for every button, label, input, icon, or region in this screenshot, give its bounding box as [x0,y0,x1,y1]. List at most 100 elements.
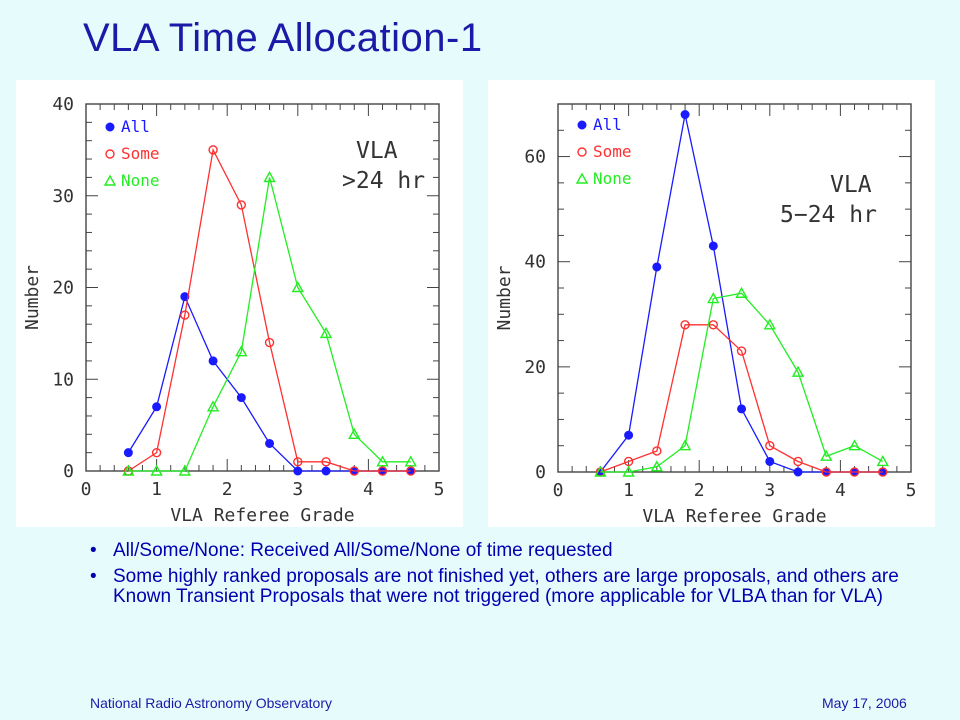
data-point-none [150,464,163,476]
data-point-none [263,170,276,183]
y-tick-label: 60 [524,147,546,168]
chart-annotation: VLA [356,138,398,164]
legend-label: Some [593,142,632,161]
legend-label: Some [121,144,160,163]
data-point-some [849,467,860,477]
chart-over-24hr: 0 1 2 3 4 5 0 10 20 30 40 VLA Referee Grade Number VL… [22,94,445,526]
data-point-all [624,430,634,440]
data-point-all [680,110,690,120]
data-point-all [123,448,133,458]
y-tick-label: 0 [63,461,74,482]
data-point-none [876,455,889,467]
data-point-none [319,326,333,339]
y-tick-label: 30 [52,186,74,207]
data-point-none [594,465,607,477]
data-point-all [765,456,775,466]
data-point-all [236,393,246,403]
data-point-none [404,455,417,467]
x-tick-label: 1 [623,480,634,501]
x-tick-label: 3 [764,480,775,501]
footer-date: May 17, 2006 [822,695,907,711]
bullet-dot: • [90,540,97,561]
x-tick-label: 2 [222,479,233,500]
y-tick-label: 20 [52,278,74,299]
data-point-some [208,145,218,155]
x-tick-label: 1 [151,479,162,500]
chart-panel-over-24hr: 0 1 2 3 4 5 0 10 20 30 40 VLA Referee Grade Number VL… [16,80,463,527]
y-tick-label: 20 [524,357,546,378]
data-point-none [235,345,248,357]
legend-label: All [593,115,622,134]
data-point-some [151,447,162,458]
bullet-text: Some highly ranked proposals are not fin… [113,566,899,607]
data-point-none [820,449,833,461]
y-axis-label: Number [22,265,43,330]
legend-label: All [121,117,150,136]
data-point-none [650,460,664,472]
x-tick-label: 0 [553,480,564,501]
chart-panel-5-24hr: 0 1 2 3 4 5 0 20 40 60 VLA Referee Grade Number VLA 5… [488,80,935,527]
y-axis-label: Number [494,265,515,330]
data-point-some [236,200,247,210]
data-point-some [878,467,888,477]
series-line-none [128,177,411,472]
data-point-all [208,356,218,366]
data-point-some [349,466,359,476]
data-point-some [680,320,690,330]
x-tick-label: 4 [363,479,374,500]
data-point-some [293,457,303,467]
data-point-all [293,466,303,476]
data-point-all [321,466,331,476]
data-point-some [377,466,388,476]
data-point-none [622,465,635,477]
data-point-none [791,365,805,377]
slide-title: VLA Time Allocation-1 [83,16,483,60]
data-point-some [180,310,190,320]
y-tick-label: 0 [535,462,546,483]
bullet-item: • All/Some/None: Received All/Some/None … [90,541,910,561]
legend-label: None [121,171,160,190]
data-point-all [793,467,803,477]
data-point-some [321,457,331,467]
x-tick-label: 2 [694,480,705,501]
series-line-some [600,324,883,473]
chart-annotation: 5−24 hr [780,202,877,228]
data-point-all [652,262,662,272]
data-point-none [122,464,135,476]
data-point-none [178,464,192,476]
x-axis-label: VLA Referee Grade [642,506,826,527]
bullet-item: • Some highly ranked proposals are not f… [90,567,910,607]
data-point-all [180,292,190,302]
x-axis-label: VLA Referee Grade [170,505,354,526]
data-point-none [735,286,748,298]
x-tick-label: 4 [835,480,846,501]
data-point-none [291,281,304,293]
data-point-some [736,346,747,356]
data-point-none [206,400,220,412]
data-point-some [821,467,831,477]
bullet-dot: • [90,566,97,587]
y-tick-label: 40 [524,252,546,273]
data-point-none [678,439,692,451]
data-point-none [103,174,117,186]
x-tick-label: 5 [906,480,917,501]
x-tick-label: 5 [434,479,445,500]
chart-annotation: VLA [830,172,872,198]
data-point-all [105,122,115,132]
data-point-none [348,427,361,439]
data-point-all [152,402,162,412]
y-tick-label: 40 [52,94,74,115]
data-point-some [765,441,775,451]
data-point-none [763,318,776,330]
legend-label: None [593,169,632,188]
x-tick-label: 3 [292,479,303,500]
data-point-some [708,320,719,330]
data-point-all [737,404,747,414]
data-point-none [707,292,720,304]
bullet-list: • All/Some/None: Received All/Some/None … [90,541,910,613]
series-line-none [600,292,884,473]
data-point-some [577,147,587,157]
data-point-none [575,172,589,184]
data-point-some [406,466,416,476]
y-tick-label: 10 [52,369,74,390]
